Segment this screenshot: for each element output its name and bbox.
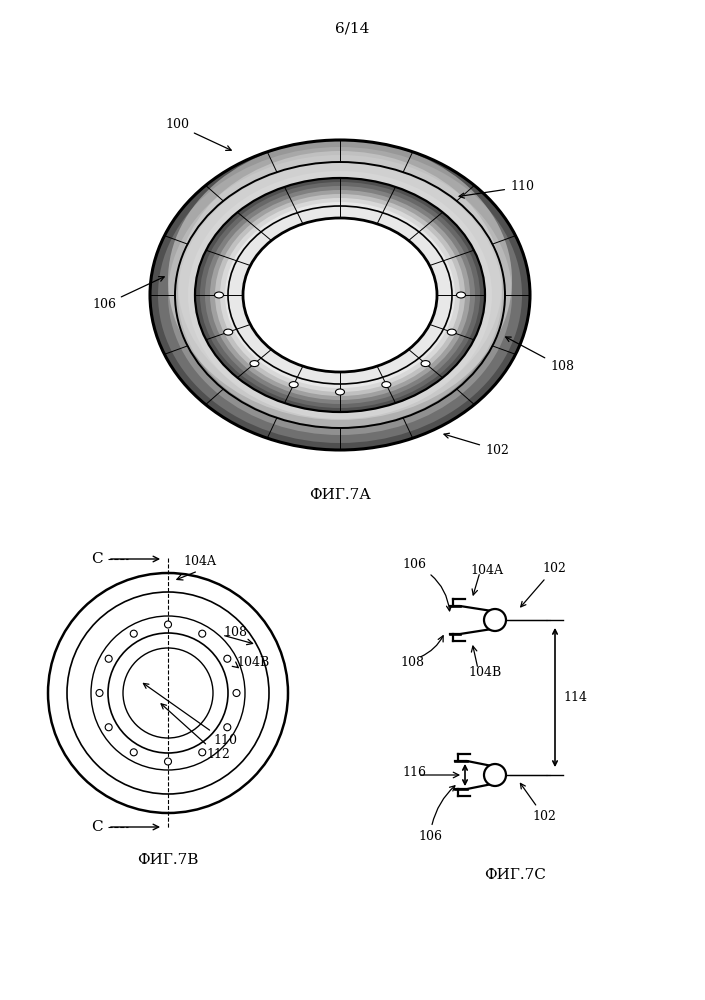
Ellipse shape <box>215 194 465 396</box>
Ellipse shape <box>243 218 437 372</box>
Circle shape <box>96 690 103 696</box>
Ellipse shape <box>225 202 455 388</box>
Text: 108: 108 <box>400 656 424 668</box>
Text: 104A: 104A <box>183 555 216 568</box>
Text: 104B: 104B <box>236 656 269 670</box>
Ellipse shape <box>195 178 485 412</box>
Ellipse shape <box>200 180 480 410</box>
Circle shape <box>105 655 112 662</box>
Text: 108: 108 <box>505 337 574 373</box>
Circle shape <box>223 655 231 662</box>
Text: 104B: 104B <box>468 666 501 678</box>
Text: C: C <box>92 820 103 834</box>
Circle shape <box>130 630 137 637</box>
Ellipse shape <box>457 292 465 298</box>
Text: 100: 100 <box>165 118 231 150</box>
Text: 102: 102 <box>520 783 556 823</box>
Circle shape <box>223 724 231 731</box>
Ellipse shape <box>243 218 437 372</box>
Text: 106: 106 <box>402 558 451 611</box>
Text: 104A: 104A <box>470 564 503 576</box>
Text: 106: 106 <box>418 786 455 843</box>
Circle shape <box>105 724 112 731</box>
Ellipse shape <box>214 292 223 298</box>
Circle shape <box>233 690 240 696</box>
Circle shape <box>199 630 206 637</box>
Text: ФИГ.7А: ФИГ.7А <box>309 488 371 502</box>
Ellipse shape <box>250 361 259 367</box>
Text: 106: 106 <box>92 277 164 312</box>
Circle shape <box>199 749 206 756</box>
Ellipse shape <box>220 198 460 392</box>
Ellipse shape <box>382 382 391 388</box>
Ellipse shape <box>223 329 233 335</box>
Ellipse shape <box>243 218 437 372</box>
Ellipse shape <box>210 190 470 400</box>
Text: 102: 102 <box>444 433 509 456</box>
Circle shape <box>484 609 506 631</box>
Text: ФИГ.7С: ФИГ.7С <box>484 868 546 882</box>
Ellipse shape <box>178 151 502 415</box>
Text: 112: 112 <box>161 704 230 762</box>
Text: C: C <box>92 552 103 566</box>
Ellipse shape <box>336 389 345 395</box>
Circle shape <box>130 749 137 756</box>
Text: 110: 110 <box>459 180 534 198</box>
Ellipse shape <box>168 140 512 420</box>
Ellipse shape <box>421 361 430 367</box>
Ellipse shape <box>150 140 530 450</box>
Ellipse shape <box>178 163 502 427</box>
Ellipse shape <box>158 147 522 443</box>
Text: 6/14: 6/14 <box>335 22 369 36</box>
Text: 110: 110 <box>143 683 237 748</box>
Circle shape <box>164 621 171 628</box>
Ellipse shape <box>243 218 437 372</box>
Text: 108: 108 <box>223 626 247 640</box>
Ellipse shape <box>200 182 480 408</box>
Text: 102: 102 <box>521 562 566 607</box>
Ellipse shape <box>205 186 475 404</box>
Circle shape <box>164 758 171 765</box>
Ellipse shape <box>447 329 456 335</box>
Text: ФИГ.7В: ФИГ.7В <box>137 853 199 867</box>
Ellipse shape <box>188 171 492 419</box>
Circle shape <box>484 764 506 786</box>
Text: 116: 116 <box>402 766 426 780</box>
Ellipse shape <box>289 382 298 388</box>
Text: 114: 114 <box>563 691 587 704</box>
Ellipse shape <box>168 155 512 435</box>
Ellipse shape <box>150 140 530 450</box>
